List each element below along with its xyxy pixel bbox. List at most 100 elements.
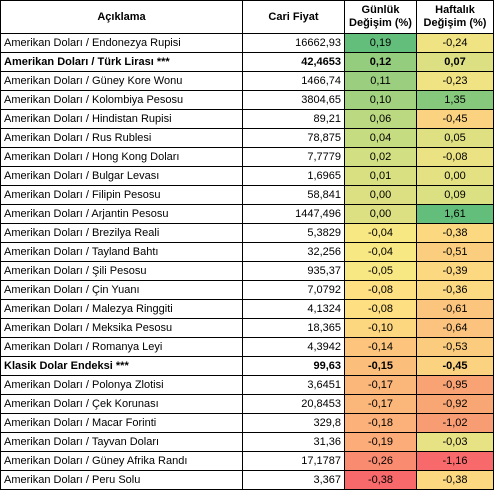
name-cell: Amerikan Doları / Çek Korunası [0, 394, 243, 414]
weekly-change-cell: 0,07 [416, 52, 494, 72]
name-cell: Amerikan Doları / Filipin Pesosu [0, 185, 243, 205]
table-row: Amerikan Doları / Tayland Bahtı 32,256 -0,… [0, 242, 494, 262]
table-row: Amerikan Doları / Endonezya Rupisi 16662,… [0, 33, 494, 53]
price-cell: 20,8453 [242, 394, 345, 414]
weekly-change-cell: -0,38 [416, 223, 494, 243]
weekly-change-cell: -0,45 [416, 109, 494, 129]
daily-change-cell: -0,17 [344, 394, 417, 414]
daily-change-cell: -0,08 [344, 280, 417, 300]
name-cell: Amerikan Doları / Brezilya Reali [0, 223, 243, 243]
price-cell: 18,365 [242, 318, 345, 338]
price-cell: 58,841 [242, 185, 345, 205]
name-cell: Amerikan Doları / Bulgar Levası [0, 166, 243, 186]
table-row: Amerikan Doları / Peru Solu 3,367 -0,38 -0,… [0, 470, 494, 490]
price-cell: 1,6965 [242, 166, 345, 186]
table-row: Amerikan Doları / Meksika Pesosu 18,365 -0… [0, 318, 494, 338]
weekly-change-cell: 1,61 [416, 204, 494, 224]
name-cell: Amerikan Doları / Çin Yuanı [0, 280, 243, 300]
name-cell: Amerikan Doları / Peru Solu [0, 470, 243, 490]
name-cell: Amerikan Doları / Güney Afrika Randı [0, 451, 243, 471]
weekly-change-cell: -0,03 [416, 432, 494, 452]
name-cell: Amerikan Doları / Rus Rublesi [0, 128, 243, 148]
weekly-change-cell: -1,16 [416, 451, 494, 471]
table-row: Amerikan Doları / Çek Korunası 20,8453 -0,… [0, 394, 494, 414]
weekly-change-cell: -0,23 [416, 71, 494, 91]
table-row: Klasik Dolar Endeksi *** 99,63 -0,15 -0,45 [0, 356, 494, 376]
table-row: Amerikan Doları / Çin Yuanı 7,0792 -0,08 -0… [0, 280, 494, 300]
price-cell: 1447,496 [242, 204, 345, 224]
daily-change-cell: 0,06 [344, 109, 417, 129]
name-cell: Amerikan Doları / Hindistan Rupisi [0, 109, 243, 129]
table-row: Amerikan Doları / Türk Lirası *** 42,4653… [0, 52, 494, 72]
table-row: Amerikan Doları / Macar Forinti 329,8 -0,1… [0, 413, 494, 433]
header-daily-change: Günlük Değişim (%) [344, 0, 417, 34]
table-row: Amerikan Doları / Filipin Pesosu 58,841 0,… [0, 185, 494, 205]
daily-change-cell: 0,00 [344, 204, 417, 224]
daily-change-cell: -0,14 [344, 337, 417, 357]
table-row: Amerikan Doları / Bulgar Levası 1,6965 0,0… [0, 166, 494, 186]
weekly-change-cell: -0,92 [416, 394, 494, 414]
price-cell: 17,1787 [242, 451, 345, 471]
price-cell: 78,875 [242, 128, 345, 148]
daily-change-cell: -0,17 [344, 375, 417, 395]
table-row: Amerikan Doları / Romanya Leyi 4,3942 -0,1… [0, 337, 494, 357]
name-cell: Amerikan Doları / Türk Lirası *** [0, 52, 243, 72]
name-cell: Amerikan Doları / Macar Forinti [0, 413, 243, 433]
price-cell: 7,7779 [242, 147, 345, 167]
price-cell: 935,37 [242, 261, 345, 281]
daily-change-cell: -0,10 [344, 318, 417, 338]
name-cell: Amerikan Doları / Şili Pesosu [0, 261, 243, 281]
price-cell: 16662,93 [242, 33, 345, 53]
price-cell: 99,63 [242, 356, 345, 376]
header-price: Cari Fiyat [242, 0, 345, 34]
price-cell: 32,256 [242, 242, 345, 262]
name-cell: Amerikan Doları / Arjantin Pesosu [0, 204, 243, 224]
weekly-change-cell: -0,38 [416, 470, 494, 490]
price-cell: 3,6451 [242, 375, 345, 395]
daily-change-cell: -0,08 [344, 299, 417, 319]
price-cell: 5,3829 [242, 223, 345, 243]
name-cell: Amerikan Doları / Endonezya Rupisi [0, 33, 243, 53]
daily-change-cell: -0,26 [344, 451, 417, 471]
daily-change-cell: -0,18 [344, 413, 417, 433]
price-cell: 89,21 [242, 109, 345, 129]
table-row: Amerikan Doları / Polonya Zlotisi 3,6451-… [0, 375, 494, 395]
weekly-change-cell: -0,36 [416, 280, 494, 300]
table-row: Amerikan Doları / Brezilya Reali 5,3829 -0… [0, 223, 494, 243]
weekly-change-cell: -0,95 [416, 375, 494, 395]
table-row: Amerikan Doları / Kolombiya Pesosu 3804,6… [0, 90, 494, 110]
name-cell: Amerikan Doları / Malezya Ringgiti [0, 299, 243, 319]
price-cell: 4,3942 [242, 337, 345, 357]
table-row: Amerikan Doları / Hindistan Rupisi 89,21 0… [0, 109, 494, 129]
name-cell: Amerikan Doları / Tayvan Doları [0, 432, 243, 452]
table-body: Amerikan Doları / Endonezya Rupisi 16662,… [0, 33, 494, 490]
weekly-change-cell: 0,05 [416, 128, 494, 148]
daily-change-cell: -0,15 [344, 356, 417, 376]
name-cell: Amerikan Doları / Polonya Zlotisi [0, 375, 243, 395]
price-cell: 42,4653 [242, 52, 345, 72]
daily-change-cell: 0,04 [344, 128, 417, 148]
weekly-change-cell: -0,61 [416, 299, 494, 319]
header-name: Açıklama [0, 0, 243, 34]
name-cell: Amerikan Doları / Meksika Pesosu [0, 318, 243, 338]
daily-change-cell: 0,02 [344, 147, 417, 167]
name-cell: Amerikan Doları / Güney Kore Wonu [0, 71, 243, 91]
price-cell: 3804,65 [242, 90, 345, 110]
table-row: Amerikan Doları / Rus Rublesi 78,875 0,04 0… [0, 128, 494, 148]
daily-change-cell: 0,11 [344, 71, 417, 91]
table-row: Amerikan Doları / Malezya Ringgiti 4,1324… [0, 299, 494, 319]
daily-change-cell: 0,10 [344, 90, 417, 110]
weekly-change-cell: 1,35 [416, 90, 494, 110]
name-cell: Amerikan Doları / Kolombiya Pesosu [0, 90, 243, 110]
daily-change-cell: -0,38 [344, 470, 417, 490]
price-cell: 329,8 [242, 413, 345, 433]
price-cell: 31,36 [242, 432, 345, 452]
daily-change-cell: -0,04 [344, 223, 417, 243]
weekly-change-cell: -0,53 [416, 337, 494, 357]
table-row: Amerikan Doları / Arjantin Pesosu 1447,49… [0, 204, 494, 224]
name-cell: Amerikan Doları / Tayland Bahtı [0, 242, 243, 262]
daily-change-cell: -0,05 [344, 261, 417, 281]
daily-change-cell: -0,04 [344, 242, 417, 262]
weekly-change-cell: -0,08 [416, 147, 494, 167]
